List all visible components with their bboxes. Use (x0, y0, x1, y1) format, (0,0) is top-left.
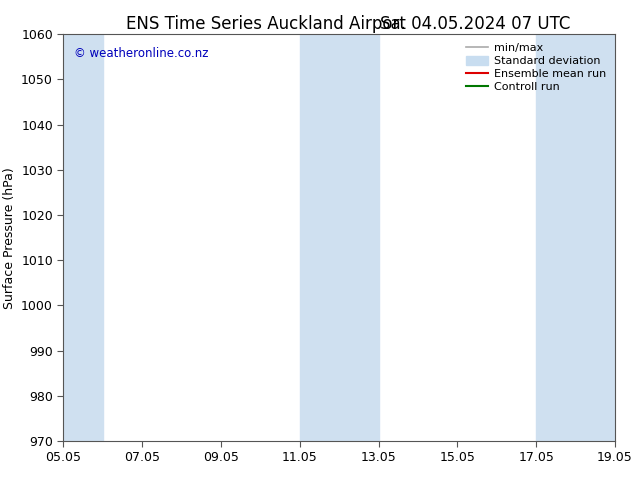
Y-axis label: Surface Pressure (hPa): Surface Pressure (hPa) (3, 167, 16, 309)
Text: ENS Time Series Auckland Airport: ENS Time Series Auckland Airport (126, 15, 406, 33)
Text: Sa. 04.05.2024 07 UTC: Sa. 04.05.2024 07 UTC (380, 15, 571, 33)
Bar (300, 34, 378, 441)
Legend: min/max, Standard deviation, Ensemble mean run, Controll run: min/max, Standard deviation, Ensemble me… (463, 40, 609, 95)
Text: © weatheronline.co.nz: © weatheronline.co.nz (74, 47, 209, 59)
Bar (63, 34, 103, 441)
Bar (536, 34, 615, 441)
